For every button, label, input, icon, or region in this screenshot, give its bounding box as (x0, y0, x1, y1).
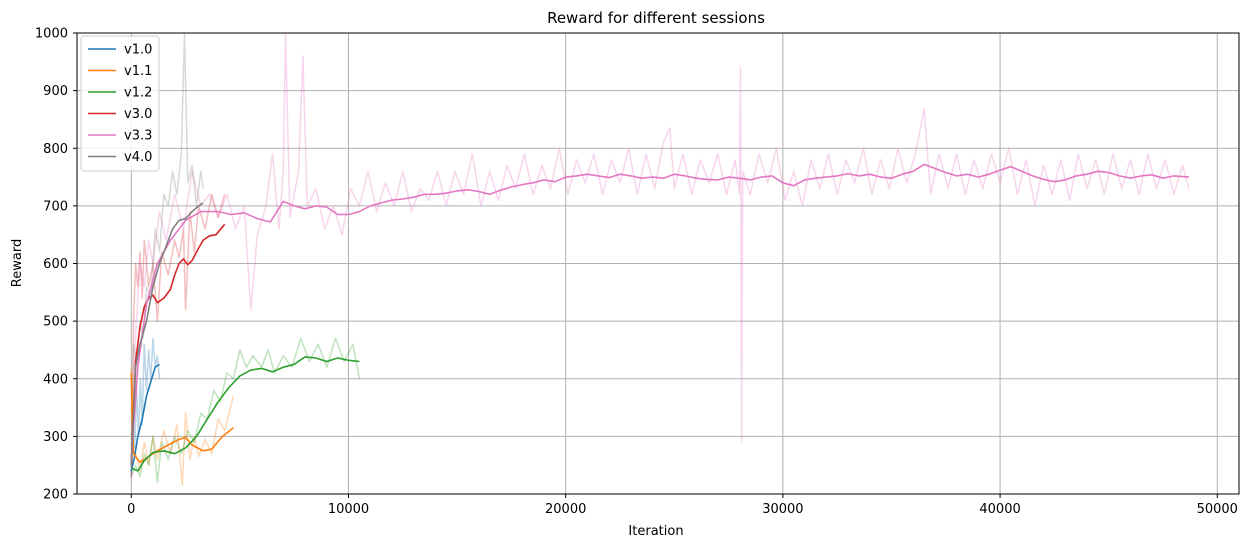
legend-label-v1-0: v1.0 (124, 43, 152, 58)
raw-series-lines (130, 33, 1190, 487)
series-line-v1-1 (130, 372, 234, 464)
raw-line-v1-0 (130, 337, 161, 477)
smoothed-series-lines (130, 163, 1190, 472)
x-tick-label: 50000 (1197, 502, 1238, 517)
series-line-v1-2 (130, 356, 360, 472)
y-tick-label: 1000 (35, 27, 68, 42)
raw-line-v3-0 (130, 193, 226, 477)
series-line-v3-0 (130, 223, 226, 466)
y-tick-label: 300 (43, 430, 68, 445)
x-axis-title: Iteration (628, 524, 683, 539)
x-axis-ticks: 0 10000 20000 30000 40000 50000 (127, 494, 1238, 517)
legend-label-v1-2: v1.2 (124, 86, 152, 101)
legend: v1.0 v1.1 v1.2 v3.0 v3.3 v4.0 (80, 35, 160, 172)
legend-label-v4-0: v4.0 (124, 150, 152, 165)
raw-line-v1-2 (130, 337, 361, 484)
y-axis-title: Reward (10, 239, 25, 287)
series-line-v3-3 (130, 163, 1190, 460)
series-line-v1-0 (130, 363, 160, 472)
x-tick-label: 0 (127, 502, 135, 517)
legend-label-v3-0: v3.0 (124, 107, 152, 122)
grid (77, 32, 1239, 495)
chart-title: Reward for different sessions (547, 9, 765, 27)
y-tick-label: 400 (43, 372, 68, 387)
x-tick-label: 30000 (762, 502, 803, 517)
y-axis-ticks: 200 300 400 500 600 700 800 900 1000 (35, 27, 77, 503)
x-tick-label: 40000 (979, 502, 1020, 517)
series-line-v4-0 (130, 202, 204, 466)
legend-label-v3-3: v3.3 (124, 129, 152, 144)
y-tick-label: 800 (43, 142, 68, 157)
raw-line-v3-3 (130, 33, 1190, 483)
y-tick-label: 200 (43, 488, 68, 503)
y-tick-label: 900 (43, 84, 68, 99)
y-tick-label: 600 (43, 257, 68, 272)
x-tick-label: 20000 (545, 502, 586, 517)
y-tick-label: 700 (43, 199, 68, 214)
legend-label-v1-1: v1.1 (124, 64, 152, 79)
x-tick-label: 10000 (328, 502, 369, 517)
y-tick-label: 500 (43, 315, 68, 330)
